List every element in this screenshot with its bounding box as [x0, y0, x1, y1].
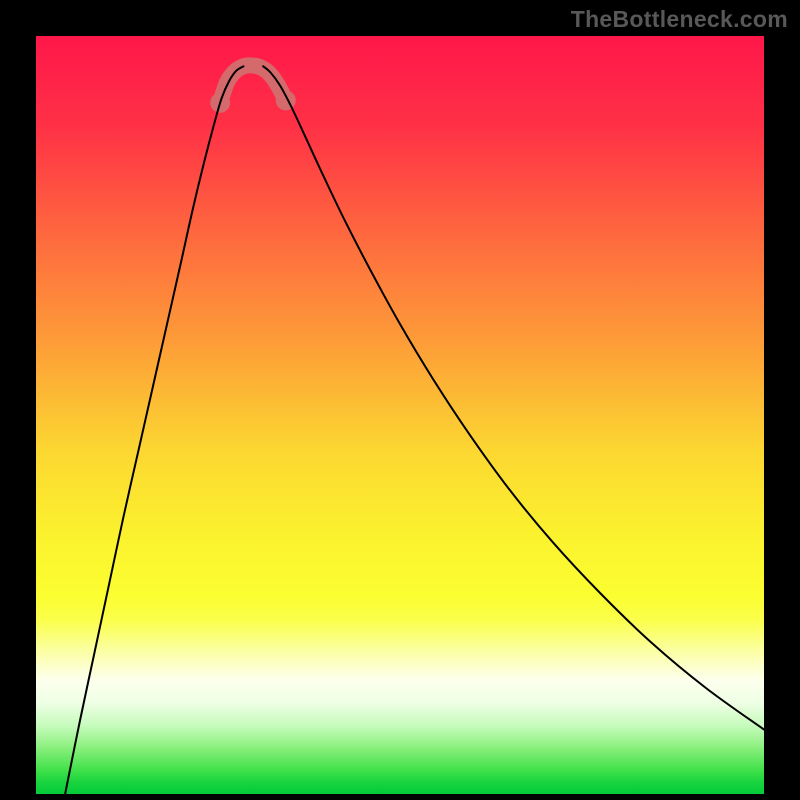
gradient-background	[36, 36, 764, 794]
plot-area	[36, 36, 764, 794]
bottleneck-curve-chart	[36, 36, 764, 794]
watermark-text: TheBottleneck.com	[571, 6, 788, 33]
chart-frame: TheBottleneck.com	[0, 0, 800, 800]
